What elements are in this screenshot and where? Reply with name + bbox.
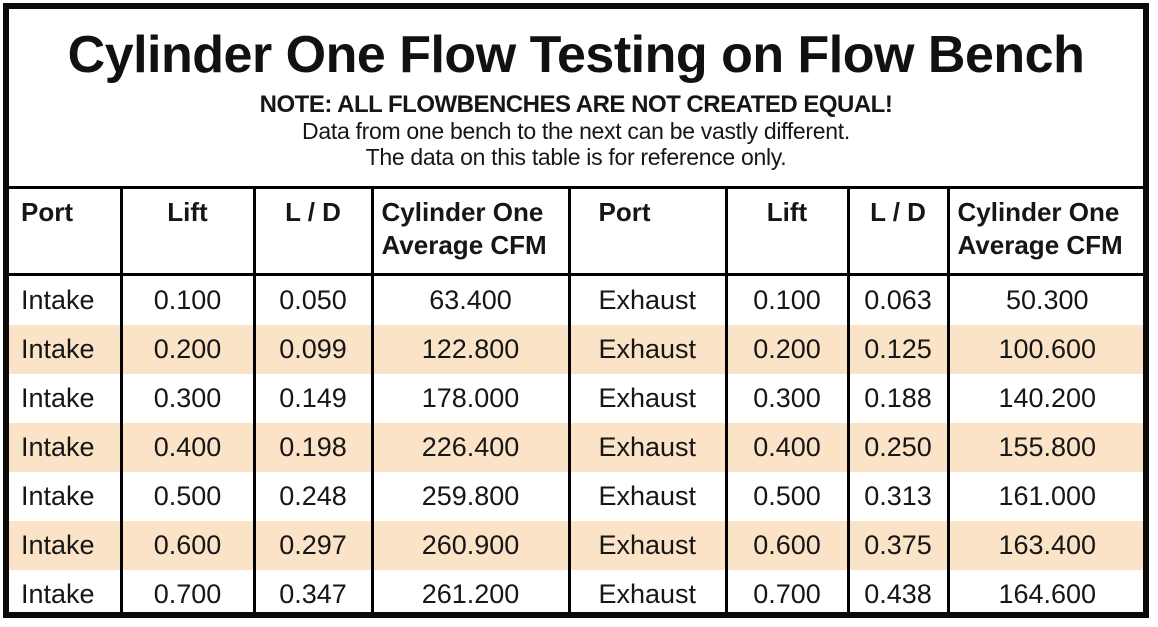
cell-port-r: Exhaust bbox=[567, 472, 726, 521]
cell-cfm-r: 140.200 bbox=[946, 374, 1143, 423]
cell-cfm-r: 164.600 bbox=[946, 570, 1143, 612]
col-header-ld-intake: L / D bbox=[252, 187, 372, 276]
table-row: Intake 0.100 0.050 63.400 Exhaust 0.100 … bbox=[9, 274, 1143, 325]
header-row: Port Lift L / D Cylinder One Average CFM… bbox=[9, 187, 1143, 276]
cell-cfm-r: 50.300 bbox=[946, 274, 1143, 325]
col-header-port-exhaust: Port bbox=[567, 187, 726, 276]
cell-lift-r: 0.600 bbox=[724, 521, 848, 570]
cell-cfm-r: 161.000 bbox=[946, 472, 1143, 521]
table-row: Intake 0.700 0.347 261.200 Exhaust 0.700… bbox=[9, 570, 1143, 612]
table-header: Port Lift L / D Cylinder One Average CFM… bbox=[9, 187, 1143, 276]
cell-ld-r: 0.125 bbox=[846, 325, 948, 374]
col-header-cfm-intake: Cylinder One Average CFM bbox=[370, 187, 569, 276]
col-header-lift-intake: Lift bbox=[119, 187, 254, 276]
table-body: Intake 0.100 0.050 63.400 Exhaust 0.100 … bbox=[9, 274, 1143, 612]
cell-lift-l: 0.500 bbox=[119, 472, 254, 521]
cell-lift-l: 0.400 bbox=[119, 423, 254, 472]
cell-cfm-l: 178.000 bbox=[370, 374, 569, 423]
table-row: Intake 0.500 0.248 259.800 Exhaust 0.500… bbox=[9, 472, 1143, 521]
cell-port-l: Intake bbox=[21, 530, 95, 560]
cell-cfm-l: 259.800 bbox=[370, 472, 569, 521]
cell-port-r: Exhaust bbox=[567, 325, 726, 374]
cell-cfm-r: 163.400 bbox=[946, 521, 1143, 570]
table-row: Intake 0.200 0.099 122.800 Exhaust 0.200… bbox=[9, 325, 1143, 374]
cell-lift-r: 0.700 bbox=[724, 570, 848, 612]
note-line-1: NOTE: ALL FLOWBENCHES ARE NOT CREATED EQ… bbox=[259, 91, 893, 119]
cell-ld-l: 0.248 bbox=[252, 472, 372, 521]
cell-port-r: Exhaust bbox=[567, 374, 726, 423]
page-title: Cylinder One Flow Testing on Flow Bench bbox=[67, 26, 1085, 84]
cell-lift-r: 0.400 bbox=[724, 423, 848, 472]
cell-ld-l: 0.050 bbox=[252, 274, 372, 325]
table-row: Intake 0.600 0.297 260.900 Exhaust 0.600… bbox=[9, 521, 1143, 570]
cell-lift-l: 0.300 bbox=[119, 374, 254, 423]
cell-ld-r: 0.188 bbox=[846, 374, 948, 423]
cell-cfm-l: 261.200 bbox=[370, 570, 569, 612]
cell-ld-r: 0.375 bbox=[846, 521, 948, 570]
table-row: Intake 0.300 0.149 178.000 Exhaust 0.300… bbox=[9, 374, 1143, 423]
cell-ld-l: 0.149 bbox=[252, 374, 372, 423]
cell-ld-l: 0.198 bbox=[252, 423, 372, 472]
cell-lift-r: 0.100 bbox=[724, 274, 848, 325]
cell-port-r: Exhaust bbox=[567, 521, 726, 570]
cell-lift-l: 0.100 bbox=[119, 274, 254, 325]
note-line-3: The data on this table is for reference … bbox=[365, 144, 787, 171]
note-block: NOTE: ALL FLOWBENCHES ARE NOT CREATED EQ… bbox=[9, 91, 1143, 171]
cell-ld-r: 0.250 bbox=[846, 423, 948, 472]
col-header-cfm-exhaust: Cylinder One Average CFM bbox=[946, 187, 1143, 276]
cell-cfm-l: 63.400 bbox=[370, 274, 569, 325]
cell-port-l: Intake bbox=[21, 334, 95, 364]
col-header-ld-exhaust: L / D bbox=[846, 187, 948, 276]
cell-lift-l: 0.700 bbox=[119, 570, 254, 612]
cell-lift-r: 0.200 bbox=[724, 325, 848, 374]
note-line-2: Data from one bench to the next can be v… bbox=[302, 118, 850, 145]
cell-lift-r: 0.300 bbox=[724, 374, 848, 423]
cell-port-l: Intake bbox=[21, 383, 95, 413]
cell-ld-l: 0.347 bbox=[252, 570, 372, 612]
cell-lift-l: 0.600 bbox=[119, 521, 254, 570]
header-block: Cylinder One Flow Testing on Flow Bench … bbox=[9, 9, 1143, 186]
cell-lift-r: 0.500 bbox=[724, 472, 848, 521]
cell-port-r: Exhaust bbox=[567, 570, 726, 612]
outer-frame: Cylinder One Flow Testing on Flow Bench … bbox=[3, 3, 1149, 618]
cell-port-l: Intake bbox=[21, 432, 95, 462]
cell-cfm-r: 100.600 bbox=[946, 325, 1143, 374]
cell-cfm-l: 226.400 bbox=[370, 423, 569, 472]
cell-ld-r: 0.313 bbox=[846, 472, 948, 521]
cell-ld-l: 0.297 bbox=[252, 521, 372, 570]
col-header-port-intake: Port bbox=[9, 187, 121, 276]
cell-cfm-l: 260.900 bbox=[370, 521, 569, 570]
cell-port-r: Exhaust bbox=[567, 423, 726, 472]
cell-ld-l: 0.099 bbox=[252, 325, 372, 374]
cell-cfm-l: 122.800 bbox=[370, 325, 569, 374]
flow-data-table: Port Lift L / D Cylinder One Average CFM… bbox=[9, 186, 1143, 612]
table-row: Intake 0.400 0.198 226.400 Exhaust 0.400… bbox=[9, 423, 1143, 472]
cell-port-l: Intake bbox=[21, 579, 95, 609]
col-header-lift-exhaust: Lift bbox=[724, 187, 848, 276]
cell-cfm-r: 155.800 bbox=[946, 423, 1143, 472]
cell-port-l: Intake bbox=[21, 481, 95, 511]
cell-port-r: Exhaust bbox=[567, 274, 726, 325]
cell-ld-r: 0.063 bbox=[846, 274, 948, 325]
cell-port-l: Intake bbox=[21, 285, 95, 315]
cell-lift-l: 0.200 bbox=[119, 325, 254, 374]
cell-ld-r: 0.438 bbox=[846, 570, 948, 612]
